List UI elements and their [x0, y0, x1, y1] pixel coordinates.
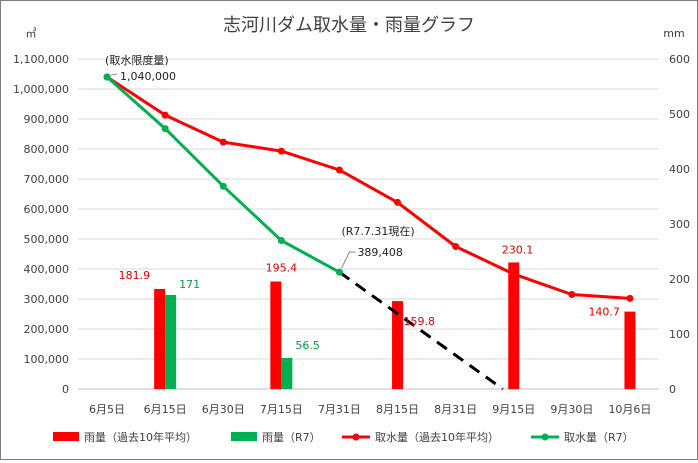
left-tick-label: 900,000	[24, 113, 70, 126]
legend-swatch-bar	[53, 432, 79, 441]
line-r7	[106, 75, 341, 274]
left-tick-label: 400,000	[24, 263, 70, 276]
projection-dashed-line	[338, 270, 504, 391]
line-avg-point	[568, 291, 576, 298]
legend: 雨量（過去10年平均） 雨量（R7） 取水量（過去10年平均） 取水量（R7）	[53, 430, 634, 444]
line-r7-point	[161, 125, 169, 133]
line-avg-point	[394, 198, 402, 206]
bar-r7	[165, 294, 177, 389]
x-tick-label: 8月31日	[434, 403, 477, 416]
bar-label-avg: 159.8	[404, 315, 436, 328]
x-tick-label: 10月6日	[608, 403, 651, 416]
legend-swatch-marker	[541, 433, 549, 441]
right-tick-label: 600	[669, 53, 690, 66]
x-tick-label: 6月5日	[89, 403, 125, 416]
limit-annotation-label: (取水限度量)	[105, 53, 169, 67]
line-r7-point	[335, 268, 343, 276]
legend-label: 雨量（R7）	[262, 431, 321, 444]
x-tick-label: 9月15日	[492, 403, 535, 416]
right-tick-label: 500	[669, 108, 690, 121]
right-axis-ticks: 0 100 200 300 400 500 600	[669, 53, 690, 396]
bar-label-avg: 181.9	[119, 269, 151, 282]
right-tick-label: 400	[669, 163, 690, 176]
bar-avg	[154, 288, 166, 389]
line-avg-point	[626, 294, 634, 302]
legend-label: 雨量（過去10年平均）	[84, 430, 197, 444]
line-avg-point	[219, 138, 227, 146]
x-tick-label: 6月15日	[144, 403, 187, 416]
left-tick-label: 800,000	[24, 143, 70, 156]
right-tick-label: 200	[669, 273, 690, 286]
bar-label-avg: 230.1	[502, 243, 534, 256]
legend-label: 取水量（R7）	[564, 431, 634, 444]
line-avg	[106, 75, 631, 300]
left-tick-label: 200,000	[24, 323, 70, 336]
bar-avg	[624, 311, 636, 389]
legend-swatch-bar	[231, 432, 257, 441]
left-axis-unit: ㎥	[26, 27, 37, 40]
limit-annotation-value: 1,040,000	[120, 70, 176, 83]
x-tick-label: 6月30日	[202, 403, 245, 416]
bar-avg	[270, 281, 282, 389]
right-tick-label: 100	[669, 328, 690, 341]
left-axis-ticks: 0 100,000 200,000 300,000 400,000 500,000 600,…	[13, 53, 69, 396]
right-axis-unit: mm	[663, 27, 684, 40]
bar-avg	[508, 262, 520, 389]
line-r7-point	[219, 182, 227, 190]
line-avg-point	[161, 111, 169, 119]
line-r7-point	[277, 237, 285, 244]
chart-title: 志河川ダム取水量・雨量グラフ	[223, 15, 475, 36]
x-tick-label: 9月30日	[550, 403, 593, 416]
current-annotation-label: (R7.7.31現在)	[341, 225, 414, 238]
line-avg-point	[335, 166, 343, 174]
legend-label: 取水量（過去10年平均）	[375, 430, 499, 444]
current-leader-line	[341, 251, 356, 269]
bar-label-avg: 140.7	[588, 306, 620, 319]
line-avg-point	[510, 270, 518, 278]
left-tick-label: 100,000	[24, 353, 70, 366]
line-avg-point	[452, 243, 460, 250]
limit-leader-line	[110, 73, 118, 76]
right-tick-label: 300	[669, 218, 690, 231]
right-tick-label: 0	[669, 383, 676, 396]
bar-label-r7: 171	[179, 278, 200, 291]
bar-label-r7: 56.5	[295, 339, 320, 352]
current-annotation-value: 389,408	[357, 246, 403, 259]
left-tick-label: 1,100,000	[13, 53, 69, 66]
annotations: (取水限度量) 1,040,000 (R7.7.31現在) 389,408	[105, 53, 415, 269]
line-series	[103, 73, 634, 391]
data-labels: 181.9 195.4 159.8 230.1 140.7 171 56.5	[119, 243, 620, 351]
x-axis-ticks: 6月5日 6月15日 6月30日 7月15日 7月31日 8月15日 8月31日 9月15日 9…	[89, 403, 651, 416]
left-tick-label: 600,000	[24, 203, 70, 216]
left-tick-label: 1,000,000	[13, 83, 69, 96]
x-tick-label: 7月15日	[260, 403, 303, 416]
bar-label-avg: 195.4	[266, 262, 298, 275]
x-tick-label: 7月31日	[318, 403, 361, 416]
x-tick-label: 8月15日	[376, 403, 419, 416]
left-tick-label: 500,000	[24, 233, 70, 246]
left-tick-label: 700,000	[24, 173, 70, 186]
legend-swatch-marker	[352, 433, 360, 441]
left-tick-label: 300,000	[24, 293, 70, 306]
left-tick-label: 0	[62, 383, 69, 396]
line-r7-point	[103, 73, 111, 81]
bar-r7	[281, 357, 293, 389]
bar-series	[154, 262, 636, 389]
line-avg-point	[277, 147, 285, 155]
bar-avg	[392, 301, 404, 389]
